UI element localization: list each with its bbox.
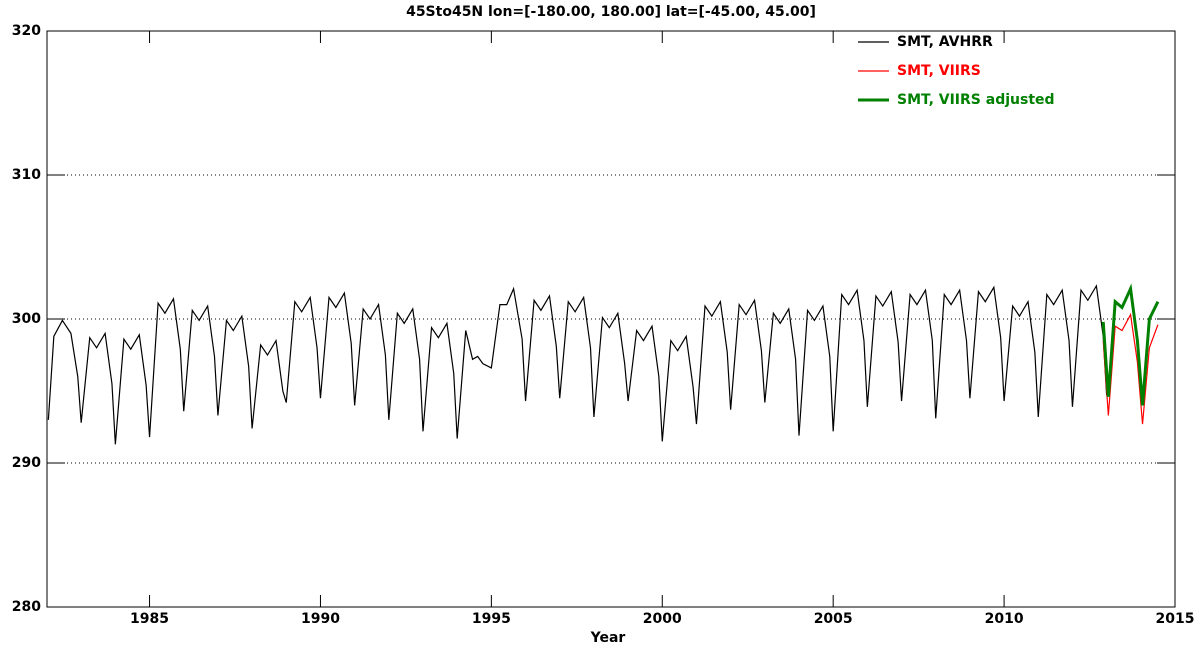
legend-label: SMT, VIIRS: [897, 63, 981, 79]
x-tick-label: 2010: [985, 611, 1024, 627]
x-tick-label: 2015: [1156, 611, 1194, 627]
chart-title: 45Sto45N lon=[-180.00, 180.00] lat=[-45.…: [406, 4, 816, 20]
y-tick-label: 280: [12, 599, 41, 615]
x-tick-label: 1990: [301, 611, 340, 627]
legend-label: SMT, VIIRS adjusted: [897, 92, 1055, 108]
x-tick-label: 2005: [814, 611, 853, 627]
x-tick-label: 2000: [643, 611, 682, 627]
y-tick-label: 310: [12, 167, 41, 183]
data-line: [47, 284, 1108, 445]
y-tick-label: 290: [12, 455, 41, 471]
x-axis-label: Year: [590, 630, 626, 646]
legend-label: SMT, AVHRR: [897, 34, 993, 50]
data-line: [1101, 283, 1160, 406]
x-tick-label: 1995: [472, 611, 511, 627]
x-tick-label: 1985: [130, 611, 169, 627]
y-tick-label: 300: [12, 311, 41, 327]
y-tick-label: 320: [12, 23, 41, 39]
